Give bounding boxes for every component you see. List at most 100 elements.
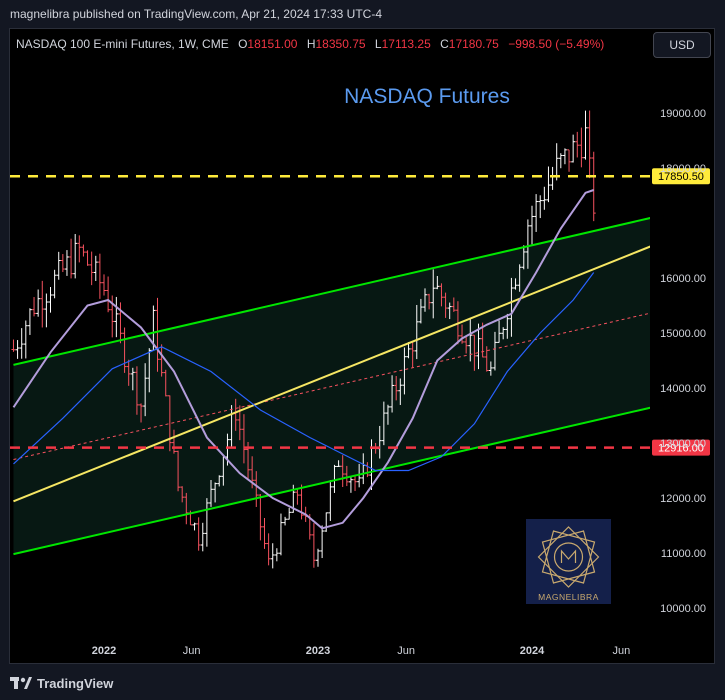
ohlc-bar xyxy=(348,476,353,493)
ohlc-bar xyxy=(93,255,98,281)
ohlc-bar xyxy=(521,245,526,270)
y-tick-label: 10000.00 xyxy=(660,603,706,615)
moving-average-slow xyxy=(13,272,595,472)
ohlc-bar xyxy=(530,205,534,245)
ohlc-bar xyxy=(266,533,271,566)
tradingview-brand: TradingView xyxy=(37,675,114,691)
ohlc-bar xyxy=(283,516,288,526)
ohlc-bar xyxy=(217,475,222,487)
ohlc-bar xyxy=(587,110,592,179)
trend-line-channel-upper[interactable] xyxy=(13,216,659,366)
ohlc-bar xyxy=(447,302,452,320)
ohlc-bar xyxy=(311,523,316,568)
ohlc-bar xyxy=(316,548,320,567)
ohlc-bar xyxy=(102,274,106,296)
ohlc-bar xyxy=(579,127,584,168)
ohlc-bar xyxy=(48,286,53,313)
ohlc-bar xyxy=(287,507,292,520)
ohlc-bar xyxy=(488,361,493,376)
ohlc-bar xyxy=(262,518,267,549)
seal-square xyxy=(537,526,600,588)
ohlc-bar xyxy=(180,486,185,503)
ohlc-bar xyxy=(390,375,395,413)
ohlc-bar xyxy=(324,512,329,532)
publisher-caption: magnelibra published on TradingView.com,… xyxy=(10,7,383,21)
trend-line-channel-lower[interactable] xyxy=(13,406,659,556)
open-label: O xyxy=(238,37,248,51)
moving-average-fast xyxy=(12,189,595,530)
ohlc-bar xyxy=(513,278,518,290)
ohlc-bar xyxy=(139,403,144,423)
ohlc-bar xyxy=(385,404,390,425)
ohlc-bar xyxy=(451,297,456,312)
watermark-text: MAGNELIBRA xyxy=(538,592,599,602)
ohlc-bar xyxy=(23,320,28,359)
ohlc-bar xyxy=(60,254,65,273)
ohlc-bar xyxy=(410,342,415,368)
ohlc-bar xyxy=(64,250,69,276)
price-level-label: 17850.50 xyxy=(658,171,704,183)
ohlc-bar xyxy=(492,331,497,371)
ohlc-bar xyxy=(534,194,539,232)
ohlc-bar xyxy=(575,131,580,158)
ohlc-bar xyxy=(40,280,45,328)
x-tick-label: 2022 xyxy=(92,645,116,657)
ohlc-bar xyxy=(550,166,555,190)
currency-button[interactable]: USD xyxy=(653,32,711,58)
tradingview-logo[interactable]: TradingView xyxy=(10,675,113,691)
ohlc-bar xyxy=(554,143,559,181)
ohlc-bar xyxy=(439,283,444,307)
y-tick-label: 13000.00 xyxy=(660,438,706,450)
ohlc-bar xyxy=(130,367,135,391)
ohlc-bar xyxy=(418,298,423,324)
seal-square xyxy=(541,530,596,584)
ohlc-bar xyxy=(258,494,263,541)
ohlc-bar xyxy=(538,195,543,219)
x-tick-label: 2023 xyxy=(306,645,330,657)
ohlc-bar xyxy=(583,110,588,160)
symbol-name[interactable]: NASDAQ 100 E-mini Futures, 1W, CME xyxy=(16,37,229,51)
ohlc-bar xyxy=(69,238,74,279)
ohlc-bar xyxy=(196,517,201,551)
ohlc-bar xyxy=(464,336,469,354)
ohlc-bar xyxy=(19,328,24,359)
ohlc-bar xyxy=(85,250,90,266)
ohlc-bar xyxy=(73,234,78,279)
ohlc-bar xyxy=(332,464,337,493)
ohlc-bar xyxy=(134,366,139,415)
y-tick-label: 11000.00 xyxy=(661,548,706,560)
ohlc-bar xyxy=(213,482,218,503)
low-value: 17113.25 xyxy=(381,37,431,51)
trend-line-rising-line[interactable] xyxy=(13,243,659,503)
ohlc-bar xyxy=(398,378,403,405)
ohlc-bar xyxy=(163,369,168,397)
close-value: 17180.75 xyxy=(448,37,499,51)
ohlc-bar xyxy=(200,522,205,552)
ohlc-bar xyxy=(155,297,160,372)
ohlc-bar xyxy=(423,288,427,312)
ohlc-bar xyxy=(56,251,61,280)
ohlc-bar xyxy=(167,395,172,452)
ohlc-bar xyxy=(567,149,572,172)
x-tick-label: Jun xyxy=(612,645,630,657)
x-tick-label: Jun xyxy=(397,645,415,657)
y-tick-label: 12000.00 xyxy=(660,493,706,505)
ohlc-bar xyxy=(414,304,419,360)
y-tick-label: 19000.00 xyxy=(660,108,706,120)
ohlc-bar xyxy=(52,269,57,299)
ohlc-bar xyxy=(274,548,279,562)
ohlc-bar xyxy=(204,498,209,547)
ohlc-bar xyxy=(81,244,86,257)
close-label: C xyxy=(440,37,449,51)
ohlc-bar xyxy=(472,334,477,371)
ohlc-bar xyxy=(558,153,563,169)
trend-line-channel-mid[interactable] xyxy=(13,311,659,460)
ohlc-bar xyxy=(501,327,506,340)
ohlc-bar xyxy=(159,344,164,377)
ohlc-bar xyxy=(443,292,448,318)
ohlc-bar xyxy=(295,489,300,505)
ohlc-bar xyxy=(505,313,510,339)
ohlc-bar xyxy=(122,327,127,373)
high-label: H xyxy=(306,37,316,51)
